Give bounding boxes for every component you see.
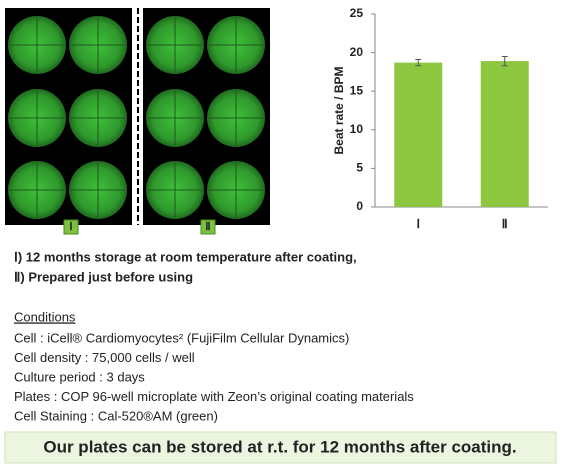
banner-box <box>4 431 557 464</box>
x-tick-label: Ⅰ <box>416 217 420 231</box>
chart: 0 5 10 15 20 25 Beat rate / BPM Ⅰ Ⅱ <box>332 6 548 231</box>
condition-line: Cell : iCell® Cardiomyocytes² (FujiFilm … <box>14 330 349 345</box>
y-axis-label: Beat rate / BPM <box>332 66 346 154</box>
conditions: Cell : iCell® Cardiomyocytes² (FujiFilm … <box>14 330 414 423</box>
condition-line: Culture period : 3 days <box>14 369 145 384</box>
y-tick-label: 0 <box>356 199 363 213</box>
y-tick-label: 25 <box>350 6 364 20</box>
wells <box>8 16 265 219</box>
conditions-title: Conditions <box>14 309 76 324</box>
image-label: Ⅱ <box>205 221 210 233</box>
condition-line: Cell density : 75,000 cells / well <box>14 350 195 365</box>
x-tick-label: Ⅱ <box>502 217 508 231</box>
y-tick-label: 5 <box>356 161 363 175</box>
condition-line: Plates : COP 96-well microplate with Zeo… <box>14 389 414 404</box>
bar <box>480 61 529 208</box>
image-label-box <box>63 219 79 235</box>
image-label: Ⅰ <box>69 221 72 233</box>
y-tick-label: 10 <box>350 122 364 136</box>
y-tick-label: 15 <box>350 83 364 97</box>
error-bar <box>415 59 422 67</box>
caption: Ⅰ) 12 months storage at room temperature… <box>14 249 357 264</box>
error-bar <box>501 55 508 67</box>
caption: Ⅱ) Prepared just before using <box>14 269 193 284</box>
image-label-box <box>200 219 216 235</box>
y-tick-label: 20 <box>350 45 364 59</box>
bar <box>394 62 443 207</box>
banner: Our plates can be stored at r.t. for 12 … <box>43 437 516 456</box>
condition-line: Cell Staining : Cal-520®AM (green) <box>14 408 218 423</box>
